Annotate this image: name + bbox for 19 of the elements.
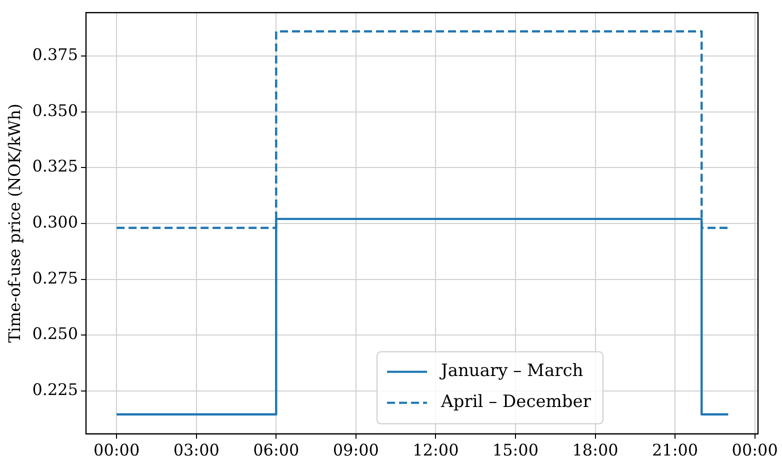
y-tick-label: 0.300 [32,212,78,232]
x-tick-label: 15:00 [492,440,539,460]
x-tick-label: 06:00 [253,440,300,460]
y-tick-label: 0.275 [32,268,78,288]
y-tick-label: 0.250 [32,324,78,344]
x-tick-label: 18:00 [572,440,618,460]
y-tick-label: 0.325 [32,156,78,176]
y-axis-title: Time-of-use price (NOK/kWh) [4,104,24,343]
legend-label: April – December [440,392,592,412]
x-tick-label: 12:00 [412,440,459,460]
x-tick-label: 09:00 [332,440,379,460]
y-tick-label: 0.375 [32,45,78,64]
y-tick-label: 0.350 [32,100,78,120]
x-tick-label: 03:00 [173,440,220,460]
x-tick-label: 00:00 [94,440,140,460]
x-tick-label: 21:00 [652,440,698,460]
x-tick-label: 00:00 [732,440,778,460]
y-tick-label: 0.225 [32,380,78,400]
legend-label: January – March [439,361,584,382]
